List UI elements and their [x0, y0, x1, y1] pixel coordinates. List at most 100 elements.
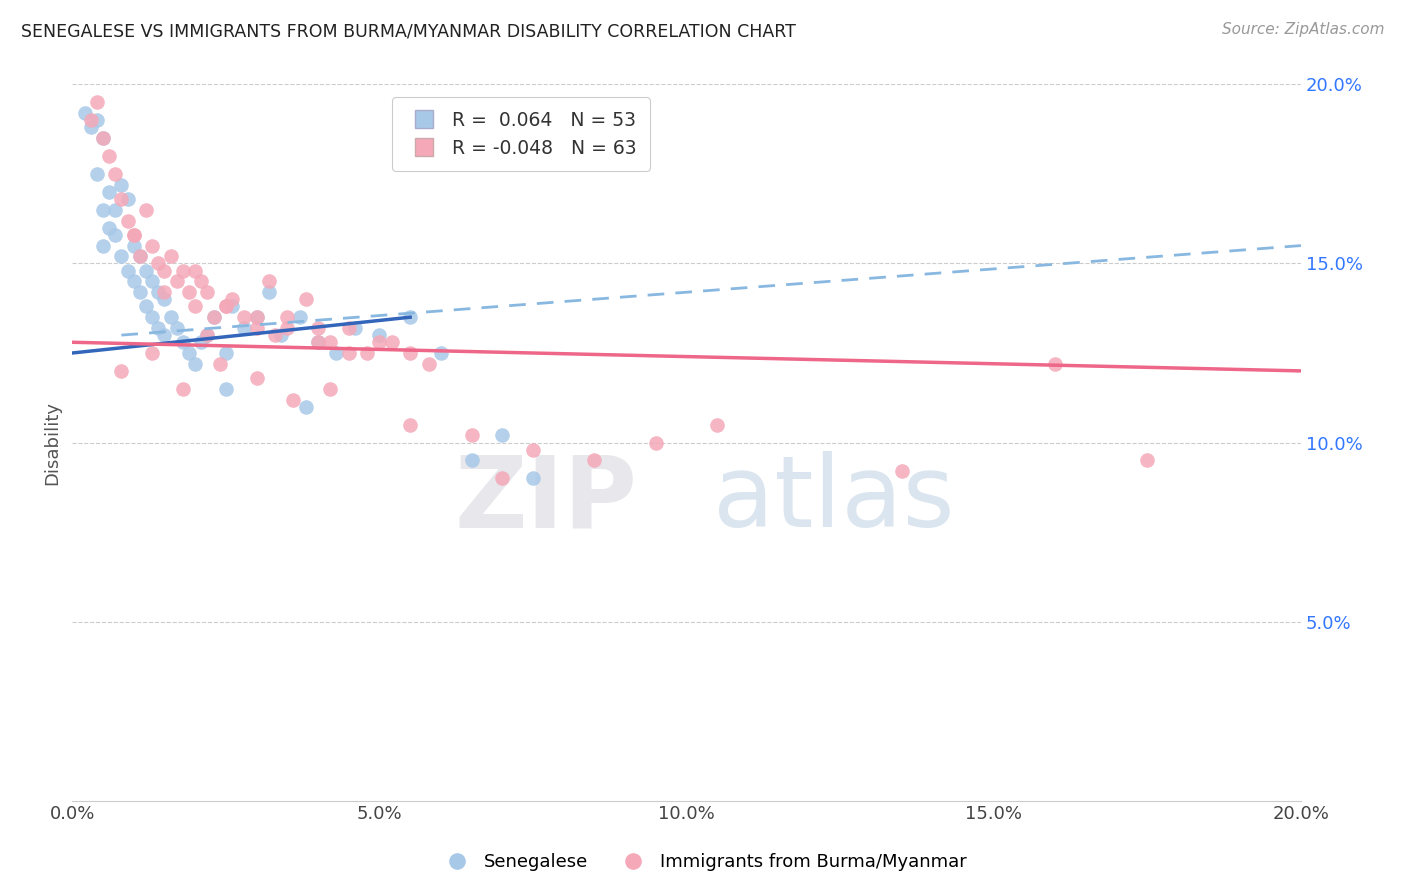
Point [190, 335, 212, 350]
Point [153, 293, 176, 307]
Point [337, 321, 360, 335]
Point [86, 113, 108, 128]
Point [890, 464, 912, 478]
Point [1045, 357, 1067, 371]
Point [215, 346, 238, 360]
Legend: R =  0.064   N = 53, R = -0.048   N = 63: R = 0.064 N = 53, R = -0.048 N = 63 [392, 97, 650, 171]
Point [91, 238, 114, 252]
Point [245, 321, 267, 335]
Point [110, 364, 132, 378]
Point [153, 285, 176, 300]
Point [98, 220, 121, 235]
Point [233, 321, 256, 335]
Point [245, 310, 267, 325]
Point [215, 300, 238, 314]
Point [325, 346, 347, 360]
Point [128, 285, 150, 300]
Point [368, 328, 391, 343]
Point [399, 346, 422, 360]
Point [172, 335, 194, 350]
Point [110, 192, 132, 206]
Point [233, 310, 256, 325]
Point [645, 435, 668, 450]
Point [177, 285, 200, 300]
Point [86, 95, 108, 110]
Point [117, 213, 139, 227]
Point [128, 249, 150, 263]
Point [221, 300, 243, 314]
Point [79, 120, 101, 135]
Point [122, 274, 145, 288]
Point [104, 202, 127, 217]
Point [307, 321, 329, 335]
Point [153, 263, 176, 277]
Point [104, 167, 127, 181]
Point [294, 293, 316, 307]
Point [177, 346, 200, 360]
Point [368, 335, 391, 350]
Point [307, 335, 329, 350]
Point [343, 321, 366, 335]
Text: atlas: atlas [713, 451, 955, 549]
Point [98, 149, 121, 163]
Point [117, 263, 139, 277]
Point [153, 328, 176, 343]
Point [148, 285, 170, 300]
Point [122, 238, 145, 252]
Point [184, 263, 207, 277]
Point [73, 106, 96, 120]
Y-axis label: Disability: Disability [44, 401, 60, 484]
Point [117, 192, 139, 206]
Point [98, 185, 121, 199]
Point [197, 328, 219, 343]
Point [104, 227, 127, 242]
Point [141, 238, 163, 252]
Point [319, 382, 342, 396]
Point [141, 346, 163, 360]
Point [294, 400, 316, 414]
Point [159, 310, 181, 325]
Point [215, 300, 238, 314]
Text: SENEGALESE VS IMMIGRANTS FROM BURMA/MYANMAR DISABILITY CORRELATION CHART: SENEGALESE VS IMMIGRANTS FROM BURMA/MYAN… [21, 22, 796, 40]
Point [135, 300, 157, 314]
Point [86, 167, 108, 181]
Point [122, 227, 145, 242]
Point [337, 346, 360, 360]
Point [257, 285, 280, 300]
Point [208, 357, 231, 371]
Point [91, 131, 114, 145]
Point [166, 321, 188, 335]
Point [91, 131, 114, 145]
Point [491, 428, 513, 442]
Text: Source: ZipAtlas.com: Source: ZipAtlas.com [1222, 22, 1385, 37]
Point [166, 274, 188, 288]
Point [91, 202, 114, 217]
Point [276, 321, 298, 335]
Point [172, 263, 194, 277]
Point [522, 442, 544, 457]
Point [270, 328, 292, 343]
Point [135, 202, 157, 217]
Point [706, 417, 728, 432]
Point [110, 178, 132, 192]
Point [148, 321, 170, 335]
Point [307, 335, 329, 350]
Point [148, 256, 170, 270]
Point [319, 335, 342, 350]
Point [399, 310, 422, 325]
Point [197, 285, 219, 300]
Text: ZIP: ZIP [454, 451, 637, 549]
Point [135, 263, 157, 277]
Point [141, 310, 163, 325]
Point [583, 453, 606, 467]
Legend: Senegalese, Immigrants from Burma/Myanmar: Senegalese, Immigrants from Burma/Myanma… [432, 847, 974, 879]
Point [159, 249, 181, 263]
Point [245, 310, 267, 325]
Point [276, 310, 298, 325]
Point [79, 113, 101, 128]
Point [172, 382, 194, 396]
Point [1136, 453, 1159, 467]
Point [460, 428, 482, 442]
Point [202, 310, 225, 325]
Point [245, 371, 267, 385]
